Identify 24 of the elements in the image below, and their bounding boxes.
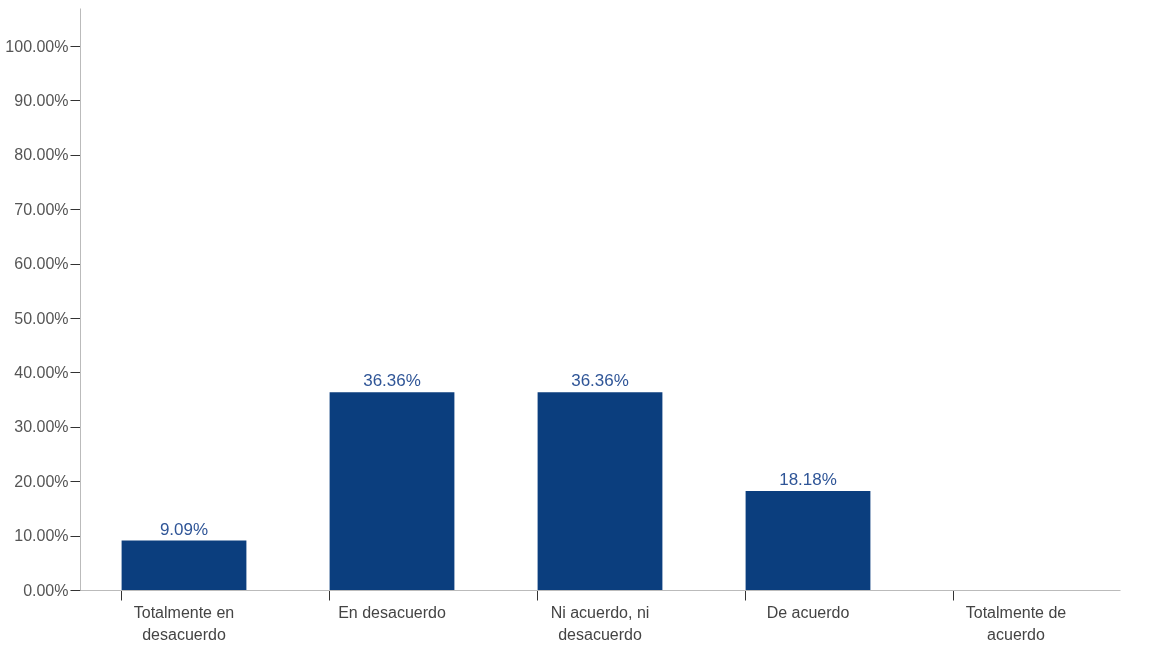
data-label: 36.36% xyxy=(571,371,629,391)
y-tick-label: 90.00% xyxy=(14,91,69,109)
y-tick-label: 100.00% xyxy=(5,37,69,55)
y-tick-label: 0.00% xyxy=(23,581,69,599)
bar xyxy=(537,392,663,590)
y-tick-label: 50.00% xyxy=(14,309,69,327)
data-label: 9.09% xyxy=(159,519,209,539)
y-tick-label: 20.00% xyxy=(14,472,69,490)
bar xyxy=(329,392,455,590)
y-tick-label: 40.00% xyxy=(14,363,69,381)
y-tick-label: 30.00% xyxy=(14,418,69,436)
x-tick-label: De acuerdo xyxy=(766,603,850,621)
x-tick-label: Totalmente en desacuerdo xyxy=(133,603,235,643)
y-tick-label: 60.00% xyxy=(14,255,69,273)
bar xyxy=(121,540,247,590)
y-tick-label: 70.00% xyxy=(14,200,69,218)
data-label: 18.18% xyxy=(779,470,837,490)
x-tick-label: En desacuerdo xyxy=(338,603,446,621)
x-tick-label: Ni acuerdo, ni desacuerdo xyxy=(550,603,650,643)
bar xyxy=(745,491,871,590)
y-tick-label: 80.00% xyxy=(14,146,69,164)
y-tick-label: 10.00% xyxy=(14,527,69,545)
data-label: 36.36% xyxy=(363,371,421,391)
x-tick-label: Totalmente de acuerdo xyxy=(965,603,1067,643)
